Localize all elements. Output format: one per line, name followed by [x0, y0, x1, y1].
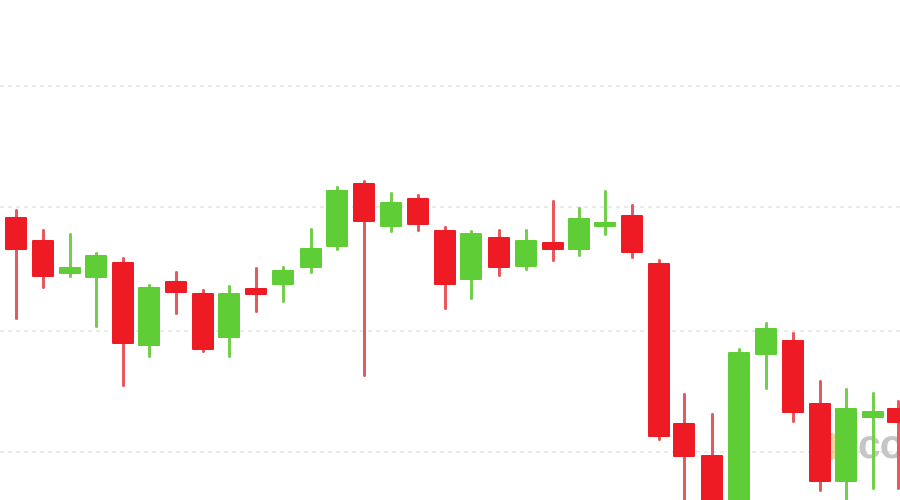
candle-body — [515, 240, 537, 267]
candle-body — [673, 423, 695, 457]
candle-body — [835, 408, 857, 482]
candle-body — [272, 270, 294, 285]
candle-body — [407, 198, 429, 225]
candle-body — [460, 233, 482, 280]
candle-body — [728, 352, 750, 500]
candle-body — [85, 255, 107, 278]
candle-wick — [174, 271, 178, 315]
candle-body — [5, 217, 27, 250]
candle-body — [326, 190, 348, 247]
candle-body — [809, 403, 831, 482]
candle-body — [434, 230, 456, 285]
candle-body — [488, 237, 510, 268]
candle-body — [32, 240, 54, 277]
candle-body — [218, 293, 240, 338]
candle-wick — [94, 252, 98, 328]
gridline — [0, 330, 900, 332]
gridline — [0, 85, 900, 87]
candle-body — [245, 288, 267, 295]
candle-body — [165, 281, 187, 293]
gridline — [0, 451, 900, 453]
candle-wick — [14, 209, 18, 320]
candle-wick — [603, 190, 607, 236]
candle-body — [755, 328, 777, 355]
candle-body — [300, 248, 322, 268]
candle-body — [887, 408, 900, 423]
candle-body — [648, 263, 670, 437]
candle-wick — [871, 392, 875, 490]
candle-body — [621, 215, 643, 253]
candle-wick — [764, 322, 768, 390]
candle-body — [380, 202, 402, 227]
candle-body — [353, 183, 375, 222]
candle-wick — [551, 200, 555, 262]
candle-body — [862, 411, 884, 418]
candle-body — [594, 222, 616, 227]
candle-wick — [896, 400, 900, 490]
candle-body — [138, 287, 160, 346]
candle-body — [568, 218, 590, 250]
candle-body — [59, 267, 81, 274]
candle-body — [782, 340, 804, 413]
candle-wick — [68, 233, 72, 278]
gridline — [0, 206, 900, 208]
candle-body — [701, 455, 723, 500]
candle-wick — [362, 180, 366, 377]
candle-body — [542, 242, 564, 250]
candle-body — [112, 262, 134, 344]
candle-body — [192, 293, 214, 350]
brand-watermark-text: co — [858, 421, 900, 467]
